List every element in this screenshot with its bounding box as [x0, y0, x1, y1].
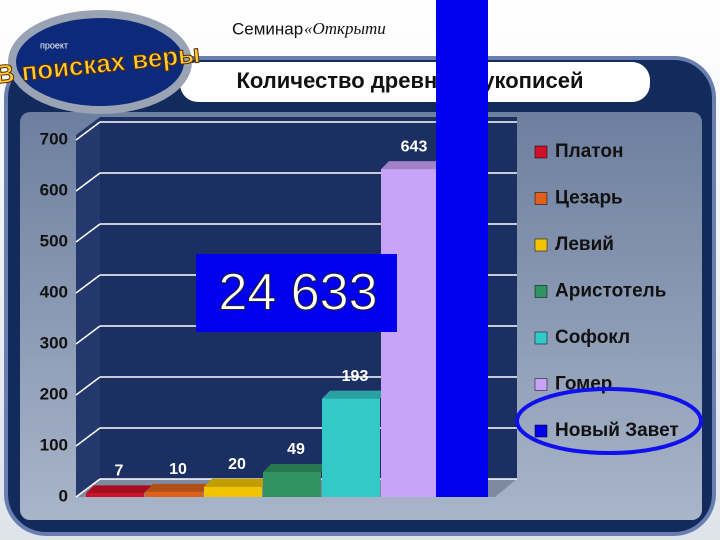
- y-tick-label: 400: [40, 282, 68, 301]
- value-label: 643: [401, 138, 428, 155]
- seminar-name: «Открыти: [304, 19, 386, 38]
- grid-line: [75, 325, 101, 345]
- y-tick-label: 500: [40, 231, 68, 250]
- logo-small: проект: [40, 40, 68, 50]
- legend-label: Левий: [555, 234, 614, 255]
- bar-top: [322, 390, 388, 399]
- legend-label: Новый Завет: [555, 420, 679, 441]
- y-tick-label: 0: [59, 486, 68, 505]
- legend-label: Цезарь: [555, 188, 623, 209]
- legend-swatch: [534, 331, 548, 345]
- legend-label: Аристотель: [555, 281, 666, 302]
- value-label: 24 633: [218, 264, 377, 322]
- grid-line: [75, 376, 101, 396]
- side-wall: [76, 117, 100, 497]
- y-tick-label: 100: [40, 435, 68, 454]
- y-tick-label: 200: [40, 384, 68, 403]
- legend-swatch: [534, 424, 548, 438]
- highlight-ellipse: [515, 387, 703, 455]
- title-band: [180, 62, 650, 102]
- value-box: [196, 254, 397, 332]
- grid-line: [75, 121, 101, 141]
- logo-ring: [8, 10, 192, 114]
- value-label: 20: [228, 456, 246, 473]
- bar-top: [145, 483, 211, 492]
- legend-swatch: [534, 238, 548, 252]
- value-label: 10: [169, 461, 187, 478]
- chart-title: Количество древних рукописей: [236, 68, 583, 93]
- y-tick-label: 700: [40, 129, 68, 148]
- value-label: 49: [287, 441, 305, 458]
- bar: [436, 0, 488, 497]
- bar: [86, 493, 144, 497]
- grid-line: [75, 427, 101, 447]
- grid-line: [75, 478, 101, 498]
- legend-swatch: [534, 192, 548, 205]
- seminar: Семинар: [232, 19, 303, 38]
- grid-line: [75, 274, 101, 294]
- bar-top: [86, 485, 152, 494]
- legend-swatch: [534, 285, 548, 298]
- grid-line: [75, 223, 101, 243]
- bar: [263, 472, 321, 497]
- bar-top: [204, 478, 270, 487]
- bar: [381, 169, 439, 497]
- bar: [145, 491, 203, 497]
- bar-top: [381, 161, 447, 170]
- legend-swatch: [534, 145, 548, 159]
- value-label: 193: [342, 368, 369, 385]
- legend-label: Софокл: [555, 327, 630, 348]
- legend-label: Платон: [555, 141, 623, 162]
- grid-line: [75, 172, 101, 192]
- plot: 0 100 200 300 400 500 600 700 7 10 20 49 193 643 24 63…: [40, 0, 679, 505]
- bar-top: [263, 464, 329, 473]
- legend-swatch: [534, 378, 548, 391]
- y-tick-label: 600: [40, 180, 68, 199]
- bar: [204, 486, 262, 497]
- bar: [322, 398, 380, 497]
- value-label: 7: [115, 463, 124, 480]
- y-tick-label: 300: [40, 333, 68, 352]
